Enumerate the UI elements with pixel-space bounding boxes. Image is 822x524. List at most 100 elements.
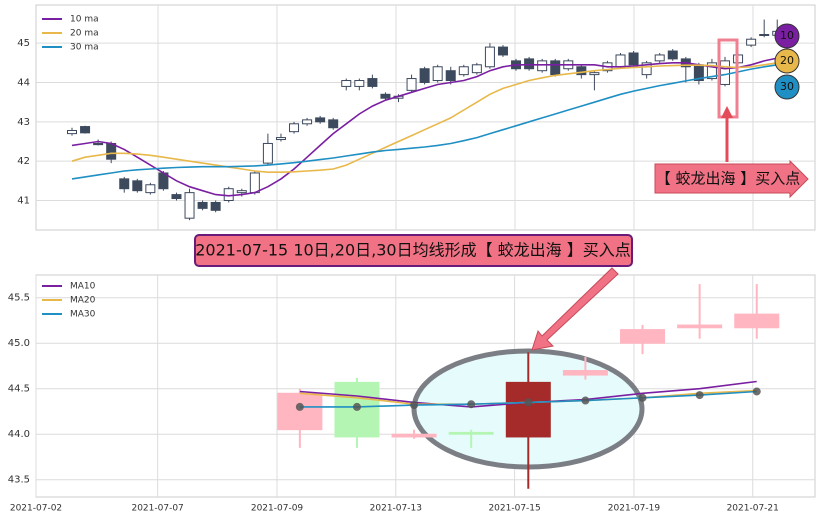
ma-line	[71, 62, 778, 173]
candle-body	[759, 34, 770, 37]
arrow-head	[721, 106, 733, 118]
top-plot-frame	[35, 4, 816, 231]
candle-body	[667, 50, 678, 60]
candle-body	[550, 60, 561, 76]
candle-body	[80, 126, 91, 134]
x-tick-label: 2021-07-15	[488, 504, 540, 514]
badge	[774, 74, 800, 100]
candle-body	[367, 78, 378, 87]
candle-body	[132, 180, 143, 192]
candle-body	[277, 392, 323, 431]
candle-body	[315, 117, 326, 123]
candle-body	[223, 188, 234, 201]
legend-label: MA30	[70, 310, 96, 320]
top-chart: 41 42 43 44 45 10 ma 20 ma 30 ma	[17, 15, 815, 221]
candle-body	[106, 142, 117, 160]
y-tick-label: 41	[17, 195, 30, 206]
y-tick-label: 42	[17, 156, 30, 167]
banner	[194, 234, 633, 267]
banner-text: 2021-07-15 10日,20日,30日均线形成【 蛟龙出海 】买入点	[195, 241, 631, 260]
y-tick-label: 44	[17, 77, 30, 88]
x-tick-label: 2021-07-19	[608, 504, 661, 514]
candle-body	[654, 54, 665, 62]
ma-point	[352, 402, 361, 411]
y-tick-label: 45	[17, 38, 30, 49]
badge-label: 20	[780, 54, 794, 67]
legend-label: 20 ma	[70, 29, 99, 39]
candle-body	[497, 46, 508, 56]
bottom-chart: 43.5 44.0 44.5 45.0 45.5 2021-07-02 2021-07-07…	[8, 275, 815, 514]
candle-body	[448, 431, 494, 435]
candle-body	[677, 324, 723, 329]
x-tick-label: 2021-07-13	[370, 504, 422, 514]
candle-body	[445, 70, 456, 82]
ma-line	[71, 64, 778, 180]
candle-body	[628, 52, 639, 66]
ma-point	[295, 402, 304, 411]
badge-label: 10	[780, 29, 794, 42]
candle-body	[380, 93, 391, 99]
ma-point	[752, 387, 761, 396]
candle-body	[249, 172, 260, 194]
candle-body	[236, 190, 247, 194]
x-tick-label: 2021-07-07	[131, 504, 183, 514]
candle-body	[706, 62, 717, 80]
candle-body	[641, 62, 652, 76]
legend-label: 10 ma	[70, 15, 99, 25]
y-tick-label: 44.0	[8, 429, 30, 440]
candle-body	[746, 38, 757, 46]
candle-body	[589, 72, 600, 76]
candle-body	[328, 119, 339, 129]
candle-body	[458, 66, 469, 76]
ma-point	[410, 401, 419, 410]
candle-body	[275, 137, 286, 141]
candle-body	[197, 201, 208, 209]
candle-body	[262, 142, 273, 164]
y-tick-label: 43	[17, 117, 30, 128]
ma-point	[467, 400, 476, 409]
badge-label: 30	[780, 80, 794, 93]
candle-body	[484, 46, 495, 68]
candle-body	[302, 119, 313, 125]
pointer-arrow	[531, 267, 619, 351]
candle-body	[93, 142, 104, 146]
candle-body	[562, 370, 608, 376]
x-tick-label: 2021-07-21	[727, 504, 779, 514]
candle-body	[354, 80, 365, 87]
annotations: 【 蛟龙出海 】买入点 10 20 30 2021-07-15 10日,20日,…	[194, 23, 809, 351]
badge	[774, 23, 800, 49]
x-tick-label: 2021-07-02	[10, 504, 62, 514]
y-tick-label: 45.5	[8, 293, 30, 304]
candle-body	[734, 313, 780, 329]
ma-point	[581, 396, 590, 405]
candle-body	[524, 58, 535, 70]
candle-body	[210, 201, 221, 211]
candle-body	[119, 178, 130, 190]
candle-body	[341, 80, 352, 87]
candle-body	[289, 123, 300, 133]
candle-body	[537, 60, 548, 72]
ma-line	[71, 57, 778, 197]
candle-body	[419, 68, 430, 83]
candle-body	[620, 329, 666, 344]
candle-body	[406, 78, 417, 91]
legend-label: 30 ma	[70, 43, 99, 53]
candle-body	[391, 433, 437, 438]
y-tick-label: 43.5	[8, 475, 30, 486]
annotation-box	[654, 159, 809, 199]
ma-point	[638, 393, 647, 402]
y-tick-label: 45.0	[8, 338, 30, 349]
candle-body	[432, 66, 443, 82]
candle-body	[471, 64, 482, 74]
candle-body	[615, 54, 626, 68]
candle-body	[184, 192, 195, 219]
candle-body	[505, 381, 551, 438]
ma-point	[695, 391, 704, 400]
candle-body	[145, 184, 156, 194]
candle-body	[171, 194, 182, 200]
x-tick-label: 2021-07-09	[251, 504, 304, 514]
legend-label: MA10	[70, 282, 96, 292]
annotation-text: 【 蛟龙出海 】买入点	[656, 170, 801, 188]
candle-body	[576, 66, 587, 76]
